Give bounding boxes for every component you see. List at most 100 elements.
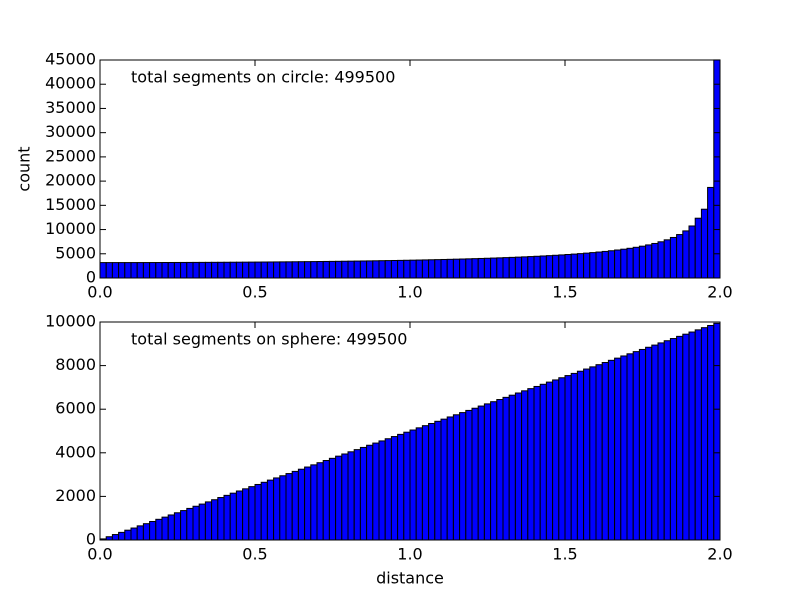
- bar: [254, 261, 262, 279]
- bar: [514, 256, 523, 279]
- bar: [514, 392, 523, 541]
- bar: [583, 368, 591, 541]
- bar: [316, 261, 324, 279]
- bar: [552, 379, 560, 541]
- bar: [651, 344, 659, 541]
- bar: [167, 514, 175, 541]
- bar: [248, 486, 256, 541]
- bar: [130, 262, 138, 279]
- bar: [390, 436, 399, 541]
- bar: [409, 259, 417, 279]
- bar: [490, 401, 498, 541]
- y-tick-label: 45000: [45, 50, 96, 69]
- bar: [558, 254, 566, 279]
- bar: [465, 409, 473, 541]
- bar: [390, 259, 399, 279]
- bar: [595, 251, 603, 279]
- bar: [614, 249, 622, 279]
- bar: [384, 260, 392, 279]
- bar: [527, 388, 535, 541]
- bar: [149, 520, 157, 541]
- bar: [440, 258, 448, 279]
- bar: [620, 248, 628, 279]
- bar: [266, 261, 275, 279]
- y-tick-label: 30000: [45, 122, 96, 141]
- bar: [545, 255, 554, 279]
- bar: [459, 412, 467, 541]
- bar: [539, 255, 547, 279]
- bar: [576, 370, 585, 541]
- bar: [397, 259, 405, 279]
- bar: [638, 245, 647, 279]
- bar: [180, 261, 188, 279]
- bar: [279, 261, 287, 279]
- bar: [136, 525, 144, 541]
- bar: [676, 234, 684, 279]
- bar: [434, 420, 442, 541]
- bar: [421, 259, 430, 279]
- bar: [669, 338, 678, 541]
- bar: [111, 262, 120, 279]
- y-tick-label: 8000: [55, 355, 96, 374]
- bar: [378, 260, 386, 279]
- bar: [211, 499, 219, 541]
- bar: [359, 446, 368, 541]
- bar: [682, 230, 690, 279]
- bar: [260, 481, 268, 541]
- annotation: total segments on sphere: 499500: [131, 330, 407, 349]
- bar: [297, 468, 306, 541]
- bar: [707, 186, 715, 279]
- plot-frame: [99, 59, 721, 279]
- y-axis-label: count: [15, 146, 34, 191]
- bar: [521, 390, 529, 541]
- bar: [242, 488, 250, 541]
- bar: [564, 375, 572, 541]
- bar: [204, 261, 213, 279]
- y-tick-label: 35000: [45, 98, 96, 117]
- bar: [130, 527, 138, 541]
- bar: [310, 261, 318, 279]
- bar: [378, 440, 386, 541]
- bar: [204, 501, 213, 541]
- bar: [149, 262, 157, 279]
- bar: [446, 416, 454, 541]
- bar: [632, 246, 640, 279]
- bar: [167, 261, 175, 279]
- bar: [688, 331, 696, 541]
- bar: [322, 460, 330, 541]
- bar: [428, 422, 436, 541]
- x-tick-label: 2.0: [707, 283, 732, 302]
- bar: [297, 261, 306, 279]
- bar: [285, 261, 293, 279]
- bar: [452, 258, 461, 279]
- bar: [291, 261, 299, 279]
- x-tick-label: 0.0: [87, 283, 112, 302]
- bar: [502, 396, 510, 541]
- bar: [471, 258, 479, 279]
- y-tick-label: 20000: [45, 171, 96, 190]
- bar: [99, 262, 107, 279]
- bar: [347, 260, 355, 279]
- bar: [254, 483, 262, 541]
- bar: [111, 534, 120, 541]
- bar: [186, 507, 194, 541]
- bar: [601, 362, 609, 541]
- bar: [620, 355, 628, 541]
- y-tick-label: 5000: [55, 243, 96, 262]
- bar: [508, 394, 516, 541]
- bar: [304, 466, 312, 541]
- bar: [155, 518, 163, 541]
- annotation: total segments on circle: 499500: [131, 68, 395, 87]
- bar: [657, 241, 665, 279]
- bar: [180, 510, 188, 541]
- bar: [229, 492, 237, 541]
- bar: [186, 261, 194, 279]
- bar: [285, 473, 293, 541]
- bar: [552, 254, 560, 279]
- bar: [533, 255, 541, 279]
- bar: [328, 260, 337, 279]
- bar: [533, 385, 541, 541]
- bar: [118, 262, 126, 279]
- bar: [539, 383, 547, 541]
- bar: [273, 261, 281, 279]
